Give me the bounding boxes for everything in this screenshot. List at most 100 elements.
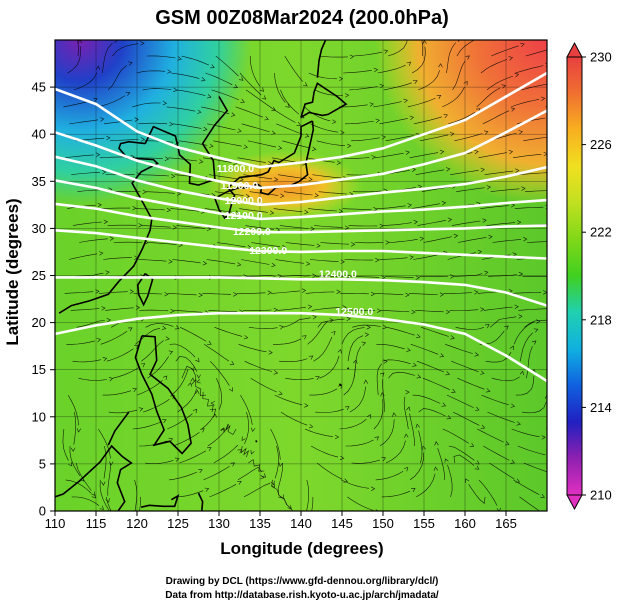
streamline-arrowhead xyxy=(192,408,198,414)
streamline xyxy=(99,479,110,511)
streamline-arrowhead xyxy=(102,357,108,362)
streamline xyxy=(478,479,498,506)
streamline-arrowhead xyxy=(508,56,514,61)
streamline xyxy=(446,42,456,74)
streamline-arrowhead xyxy=(198,469,203,474)
streamline-arrowhead xyxy=(433,466,439,471)
streamline xyxy=(314,89,343,96)
streamline xyxy=(69,119,99,125)
streamline xyxy=(518,308,547,311)
streamline xyxy=(349,386,366,413)
streamline-arrowhead xyxy=(170,308,175,314)
streamline xyxy=(201,408,217,430)
streamline xyxy=(456,40,476,57)
streamline-arrowhead xyxy=(465,478,470,483)
streamline-arrowhead xyxy=(93,97,98,102)
streamline xyxy=(486,75,514,91)
streamline xyxy=(310,123,339,133)
streamline xyxy=(181,55,210,66)
streamline xyxy=(166,106,196,112)
streamline-arrowhead xyxy=(168,437,174,442)
y-tick-label: 45 xyxy=(32,80,46,95)
streamline-arrowhead xyxy=(101,170,107,175)
streamline xyxy=(480,59,508,74)
streamline-arrowhead xyxy=(296,121,302,126)
streamline xyxy=(106,496,112,511)
y-tick-label: 40 xyxy=(32,127,46,142)
streamline-arrowhead xyxy=(331,330,336,336)
streamline-arrowhead xyxy=(520,42,525,48)
streamline-arrowhead xyxy=(134,117,139,122)
streamline-arrowhead xyxy=(74,17,78,21)
streamline-arrowhead xyxy=(369,102,374,107)
y-tick-label: 35 xyxy=(32,174,46,189)
streamline-arrowhead xyxy=(523,237,528,242)
streamline-arrowhead xyxy=(239,76,244,81)
streamline xyxy=(274,445,279,479)
streamline-arrowhead xyxy=(413,220,418,225)
streamline-arrowhead xyxy=(210,64,215,69)
streamline-arrowhead xyxy=(383,49,389,54)
streamline-arrowhead xyxy=(200,77,206,82)
streamline xyxy=(377,64,406,74)
streamline-arrowhead xyxy=(554,318,558,322)
streamline-arrowhead xyxy=(95,289,100,294)
streamline-arrowhead xyxy=(168,259,173,264)
streamline-arrowhead xyxy=(540,96,546,101)
streamline xyxy=(177,89,206,96)
streamline xyxy=(415,169,445,175)
streamline xyxy=(170,72,200,79)
x-tick-label: 165 xyxy=(495,516,517,531)
streamline xyxy=(418,70,440,91)
streamline xyxy=(142,88,172,91)
streamline-arrowhead xyxy=(138,407,144,412)
streamline-arrowhead xyxy=(101,306,106,311)
streamline xyxy=(446,394,474,408)
streamline xyxy=(238,344,267,353)
streamline-arrowhead xyxy=(271,106,276,111)
wind-streamlines xyxy=(62,17,558,511)
streamline xyxy=(136,380,163,396)
streamline-arrowhead xyxy=(105,498,110,503)
streamline-arrowhead xyxy=(419,236,425,242)
streamline xyxy=(352,190,382,193)
streamline xyxy=(71,496,100,506)
streamline xyxy=(408,293,438,295)
streamline xyxy=(379,419,395,447)
streamline xyxy=(79,238,108,243)
streamline-arrowhead xyxy=(340,130,345,135)
streamline xyxy=(373,101,402,108)
streamline-arrowhead xyxy=(198,159,204,164)
streamline xyxy=(523,137,547,142)
streamline-arrowhead xyxy=(138,223,143,228)
streamline-arrowhead xyxy=(364,332,370,337)
streamline-arrowhead xyxy=(230,462,236,467)
contour-label: 12000.0 xyxy=(225,195,263,207)
streamline-arrowhead xyxy=(172,225,178,230)
streamline xyxy=(208,310,238,312)
streamline xyxy=(67,394,79,426)
streamline-arrowhead xyxy=(421,445,426,451)
streamline-arrowhead xyxy=(161,325,167,330)
streamline-arrowhead xyxy=(480,167,485,173)
colorbar-tick-label: 222 xyxy=(590,225,612,240)
streamline xyxy=(310,445,339,458)
contour-label: 12200.0 xyxy=(233,226,271,238)
streamline xyxy=(241,445,250,458)
streamline xyxy=(450,170,479,175)
streamline xyxy=(306,479,310,511)
streamline xyxy=(549,363,552,396)
streamline-arrowhead xyxy=(308,355,314,360)
streamline xyxy=(176,225,206,229)
streamline-arrowhead xyxy=(553,373,557,377)
streamline xyxy=(489,316,517,328)
streamline xyxy=(241,259,270,265)
streamline xyxy=(209,360,230,386)
streamline xyxy=(207,123,236,131)
streamline-arrowhead xyxy=(336,289,341,294)
streamline-arrowhead xyxy=(480,424,486,429)
streamline-arrowhead xyxy=(543,151,547,157)
streamline-arrowhead xyxy=(519,370,524,376)
streamline xyxy=(526,346,533,379)
streamline-arrowhead xyxy=(165,336,170,341)
